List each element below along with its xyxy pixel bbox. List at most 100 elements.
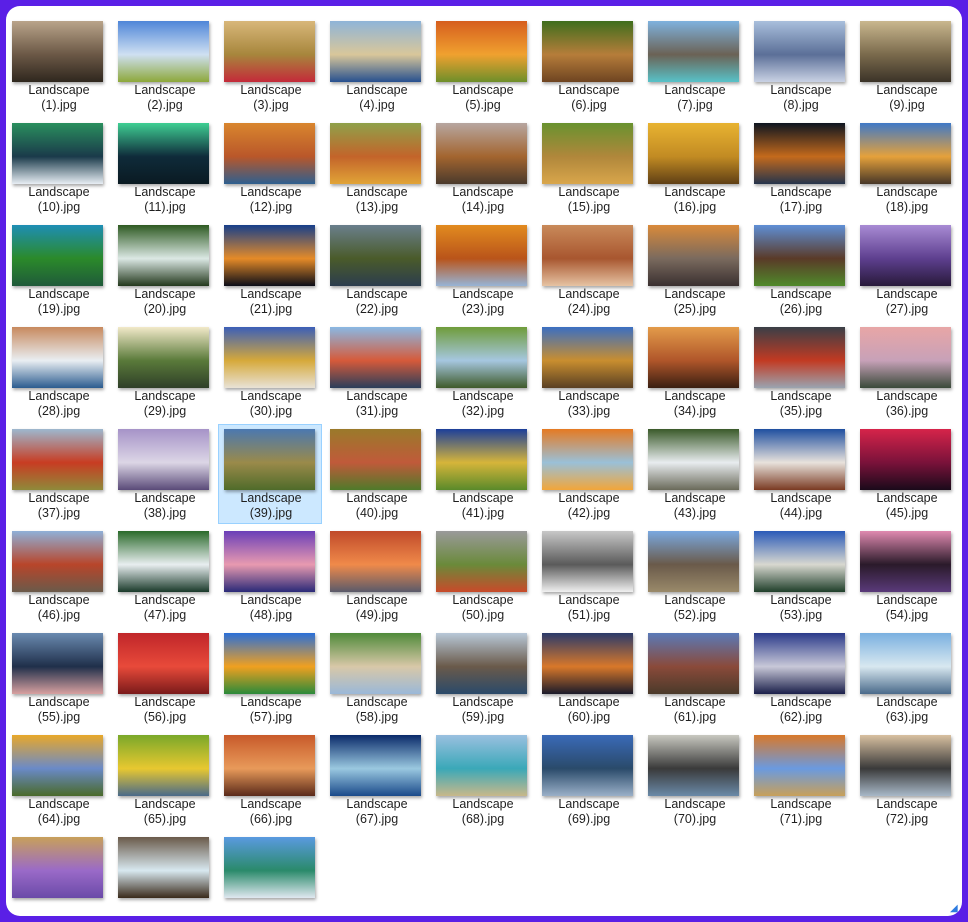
file-tile[interactable]: Landscape (8).jpg xyxy=(748,16,852,116)
file-tile[interactable]: Landscape (3).jpg xyxy=(218,16,322,116)
file-tile[interactable]: Landscape (48).jpg xyxy=(218,526,322,626)
file-tile[interactable]: Landscape (41).jpg xyxy=(430,424,534,524)
file-tile[interactable]: Landscape (58).jpg xyxy=(324,628,428,728)
file-tile[interactable]: Landscape (15).jpg xyxy=(536,118,640,218)
file-name-line1: Landscape xyxy=(558,83,620,97)
file-tile[interactable]: Landscape (20).jpg xyxy=(112,220,216,320)
file-tile[interactable]: Landscape (7).jpg xyxy=(642,16,746,116)
file-name-label: Landscape (50).jpg xyxy=(431,593,535,623)
file-name-line2: (52).jpg xyxy=(673,608,717,622)
file-name-line2: (56).jpg xyxy=(143,710,187,724)
file-name-line1: Landscape xyxy=(558,287,620,301)
file-tile[interactable]: Landscape (36).jpg xyxy=(854,322,958,422)
file-tile[interactable]: Landscape (1).jpg xyxy=(6,16,110,116)
file-tile[interactable]: Landscape (4).jpg xyxy=(324,16,428,116)
file-tile[interactable]: Landscape (53).jpg xyxy=(748,526,852,626)
file-tile[interactable]: Landscape (38).jpg xyxy=(112,424,216,524)
file-tile[interactable]: Landscape (57).jpg xyxy=(218,628,322,728)
file-tile[interactable]: Landscape (67).jpg xyxy=(324,730,428,830)
file-tile[interactable]: Landscape (26).jpg xyxy=(748,220,852,320)
file-tile[interactable]: Landscape (61).jpg xyxy=(642,628,746,728)
file-tile[interactable]: Landscape (71).jpg xyxy=(748,730,852,830)
file-name-line1: Landscape xyxy=(664,185,726,199)
file-tile[interactable]: Landscape (40).jpg xyxy=(324,424,428,524)
file-tile[interactable]: Landscape (2).jpg xyxy=(112,16,216,116)
file-tile[interactable]: Landscape (35).jpg xyxy=(748,322,852,422)
file-tile[interactable]: Landscape (65).jpg xyxy=(112,730,216,830)
file-tile[interactable]: Landscape (23).jpg xyxy=(430,220,534,320)
file-tile[interactable]: Landscape (32).jpg xyxy=(430,322,534,422)
image-thumbnail xyxy=(860,735,951,796)
file-tile[interactable]: Landscape (56).jpg xyxy=(112,628,216,728)
file-tile[interactable]: Landscape (22).jpg xyxy=(324,220,428,320)
file-tile[interactable]: Landscape (62).jpg xyxy=(748,628,852,728)
file-tile[interactable]: Landscape (34).jpg xyxy=(642,322,746,422)
image-thumbnail xyxy=(224,429,315,490)
file-tile[interactable]: Landscape (52).jpg xyxy=(642,526,746,626)
file-tile[interactable]: Landscape (31).jpg xyxy=(324,322,428,422)
file-tile[interactable]: Landscape (63).jpg xyxy=(854,628,958,728)
file-tile[interactable]: Landscape (54).jpg xyxy=(854,526,958,626)
file-tile[interactable]: Landscape (10).jpg xyxy=(6,118,110,218)
file-tile[interactable]: Landscape (33).jpg xyxy=(536,322,640,422)
file-tile[interactable]: Landscape (17).jpg xyxy=(748,118,852,218)
file-name-line2: (18).jpg xyxy=(885,200,929,214)
file-tile[interactable]: Landscape (14).jpg xyxy=(430,118,534,218)
file-tile[interactable] xyxy=(112,832,216,916)
file-tile[interactable]: Landscape (18).jpg xyxy=(854,118,958,218)
file-name-line2: (24).jpg xyxy=(567,302,611,316)
file-name-label: Landscape (27).jpg xyxy=(855,287,959,317)
image-thumbnail xyxy=(224,633,315,694)
file-tile[interactable]: Landscape (12).jpg xyxy=(218,118,322,218)
file-tile[interactable]: Landscape (60).jpg xyxy=(536,628,640,728)
file-name-label: Landscape (21).jpg xyxy=(219,287,323,317)
file-tile[interactable]: Landscape (9).jpg xyxy=(854,16,958,116)
file-name-line1: Landscape xyxy=(558,593,620,607)
file-tile[interactable]: Landscape (43).jpg xyxy=(642,424,746,524)
file-tile[interactable]: Landscape (13).jpg xyxy=(324,118,428,218)
file-tile[interactable]: Landscape (72).jpg xyxy=(854,730,958,830)
image-thumbnail xyxy=(648,633,739,694)
file-name-label: Landscape (44).jpg xyxy=(749,491,853,521)
file-name-label: Landscape (36).jpg xyxy=(855,389,959,419)
file-tile[interactable]: Landscape (6).jpg xyxy=(536,16,640,116)
file-tile[interactable]: Landscape (47).jpg xyxy=(112,526,216,626)
file-tile[interactable]: Landscape (46).jpg xyxy=(6,526,110,626)
file-tile[interactable]: Landscape (45).jpg xyxy=(854,424,958,524)
file-tile[interactable]: Landscape (29).jpg xyxy=(112,322,216,422)
resize-grip-icon[interactable]: ◢ xyxy=(950,903,958,914)
image-thumbnail xyxy=(330,225,421,286)
file-name-line1: Landscape xyxy=(240,287,302,301)
file-tile[interactable]: Landscape (37).jpg xyxy=(6,424,110,524)
file-tile[interactable]: Landscape (11).jpg xyxy=(112,118,216,218)
file-tile[interactable]: Landscape (21).jpg xyxy=(218,220,322,320)
file-tile[interactable]: Landscape (42).jpg xyxy=(536,424,640,524)
file-tile[interactable] xyxy=(218,832,322,916)
file-tile[interactable]: Landscape (39).jpg xyxy=(218,424,322,524)
file-tile[interactable]: Landscape (24).jpg xyxy=(536,220,640,320)
file-tile[interactable]: Landscape (68).jpg xyxy=(430,730,534,830)
file-name-label: Landscape (65).jpg xyxy=(113,797,217,827)
file-tile[interactable]: Landscape (50).jpg xyxy=(430,526,534,626)
file-tile[interactable]: Landscape (44).jpg xyxy=(748,424,852,524)
file-tile[interactable]: Landscape (64).jpg xyxy=(6,730,110,830)
file-tile[interactable]: Landscape (27).jpg xyxy=(854,220,958,320)
file-tile[interactable]: Landscape (5).jpg xyxy=(430,16,534,116)
file-tile[interactable]: Landscape (69).jpg xyxy=(536,730,640,830)
file-tile[interactable]: Landscape (55).jpg xyxy=(6,628,110,728)
file-tile[interactable]: Landscape (49).jpg xyxy=(324,526,428,626)
file-tile[interactable]: Landscape (30).jpg xyxy=(218,322,322,422)
file-tile[interactable]: Landscape (70).jpg xyxy=(642,730,746,830)
file-name-line1: Landscape xyxy=(876,491,938,505)
file-tile[interactable]: Landscape (59).jpg xyxy=(430,628,534,728)
file-tile[interactable]: Landscape (19).jpg xyxy=(6,220,110,320)
file-tile[interactable]: Landscape (25).jpg xyxy=(642,220,746,320)
file-tile[interactable]: Landscape (51).jpg xyxy=(536,526,640,626)
file-tile[interactable]: Landscape (28).jpg xyxy=(6,322,110,422)
file-tile[interactable]: Landscape (16).jpg xyxy=(642,118,746,218)
image-thumbnail xyxy=(436,21,527,82)
file-tile[interactable]: Landscape (66).jpg xyxy=(218,730,322,830)
file-tile[interactable] xyxy=(6,832,110,916)
file-name-line1: Landscape xyxy=(28,491,90,505)
image-thumbnail xyxy=(118,225,209,286)
